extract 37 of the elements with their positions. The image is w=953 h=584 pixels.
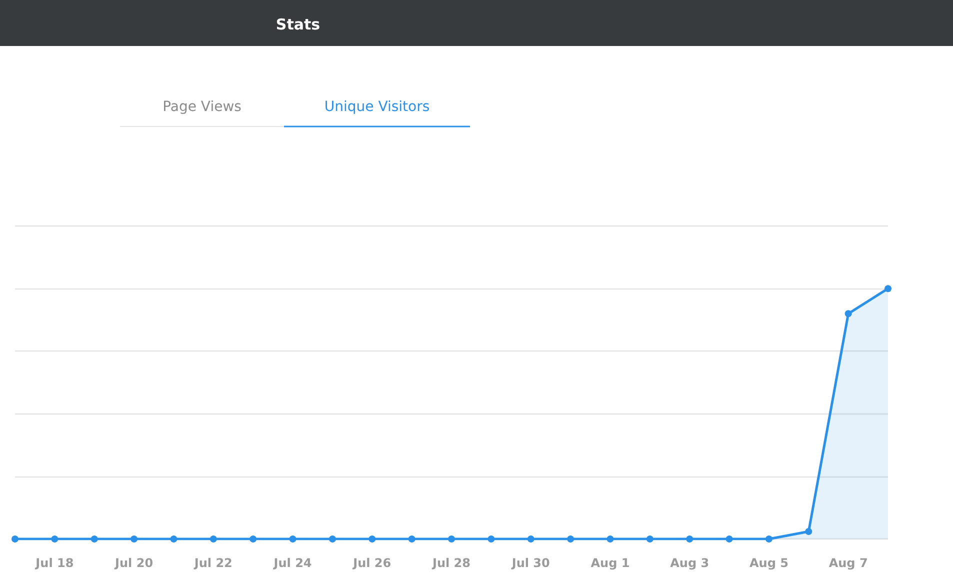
point — [567, 536, 574, 542]
text: Page Views — [162, 99, 242, 115]
point — [606, 536, 614, 542]
point — [488, 536, 495, 542]
point — [646, 536, 654, 542]
point — [51, 536, 58, 542]
point — [765, 536, 772, 542]
x-tick-label: Aug 7 — [828, 556, 868, 570]
x-tick-label: Jul 18 — [34, 556, 74, 570]
x-tick-label: Jul 20 — [114, 556, 154, 570]
x-tick-label: Jul 22 — [193, 556, 232, 570]
point — [686, 536, 694, 542]
x-tick-label: Aug 1 — [590, 556, 630, 570]
x-tick-label: Aug 5 — [749, 556, 788, 570]
point — [328, 536, 336, 542]
x-tick-label: Jul 24 — [272, 556, 312, 570]
point — [210, 536, 217, 542]
text: Unique Visitors — [324, 99, 430, 115]
x-tick-label: Jul 26 — [352, 556, 392, 570]
point — [408, 536, 416, 542]
point — [527, 536, 534, 542]
x-tick-label: Aug 3 — [670, 556, 710, 570]
point — [844, 310, 852, 318]
point — [448, 536, 455, 542]
point — [289, 536, 296, 542]
point — [805, 528, 812, 535]
point — [884, 285, 892, 292]
point — [90, 536, 98, 542]
chart-title: Stats — [276, 16, 320, 34]
x-tick-label: Jul 30 — [510, 556, 550, 570]
point — [368, 536, 376, 542]
point — [170, 536, 178, 542]
point — [250, 536, 257, 542]
point — [12, 536, 18, 542]
point — [130, 536, 138, 542]
point — [726, 536, 733, 542]
x-tick-label: Jul 28 — [432, 556, 470, 570]
